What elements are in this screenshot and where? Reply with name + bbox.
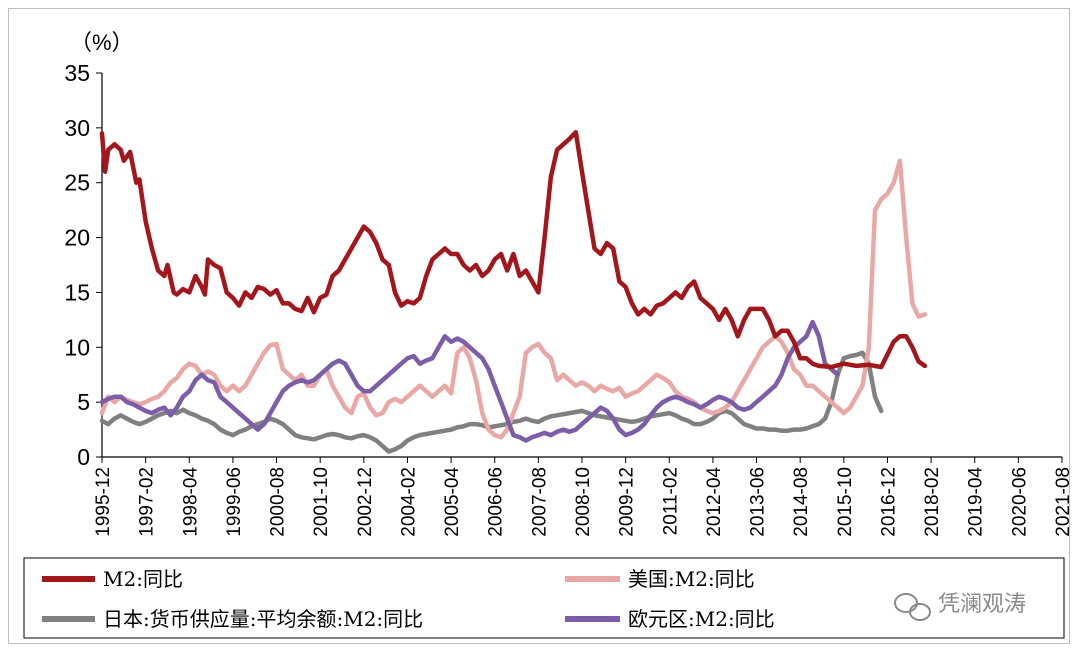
series-layer	[99, 129, 928, 454]
x-tick-label: 2008-10	[573, 467, 594, 537]
watermark: 凭澜观涛	[894, 592, 1026, 621]
x-tick-label: 2020-06	[1009, 467, 1030, 537]
y-tick-label: 30	[64, 115, 90, 141]
legend-item-us: 美国:M2:同比	[565, 567, 755, 591]
x-tick-label: 2012-04	[704, 467, 725, 537]
x-tick-label: 1998-04	[180, 467, 201, 537]
x-tick-label: 2000-08	[268, 467, 289, 537]
x-tick-label: 2013-06	[748, 467, 769, 537]
y-tick-label: 10	[64, 334, 90, 360]
watermark-text: 凭澜观涛	[938, 592, 1026, 617]
legend-label-us: 美国:M2:同比	[628, 567, 755, 591]
x-tick-label: 2006-06	[486, 467, 507, 537]
legend-label-china: M2:同比	[103, 567, 183, 591]
x-tick-label: 2018-02	[922, 467, 943, 537]
series-japan-m2	[99, 350, 884, 454]
x-tick-label: 1999-06	[224, 467, 245, 537]
y-tick-label: 0	[77, 444, 90, 470]
x-tick-label: 2016-12	[878, 467, 899, 537]
x-tick-label: 2014-08	[791, 467, 812, 537]
x-tick-label: 2001-10	[311, 467, 332, 537]
chart-frame	[8, 8, 1070, 644]
x-tick-label: 2007-08	[529, 467, 550, 537]
y-tick-label: 35	[64, 60, 90, 86]
legend: M2:同比 美国:M2:同比 日本:货币供应量:平均余额:M2:同比 欧元区:M…	[23, 557, 1065, 639]
unit-label: （%）	[70, 30, 134, 55]
wechat-icon	[894, 593, 931, 621]
series-eurozone-m2	[99, 319, 840, 443]
legend-item-eurozone: 欧元区:M2:同比	[565, 607, 775, 631]
x-tick-label: 1997-02	[137, 467, 158, 537]
x-tick-label: 2004-02	[398, 467, 419, 537]
y-tick-label: 15	[64, 279, 90, 305]
x-tick-label: 2011-02	[660, 467, 681, 535]
y-tick-label: 20	[64, 225, 90, 251]
x-tick-label: 2019-04	[966, 467, 987, 537]
legend-label-japan: 日本:货币供应量:平均余额:M2:同比	[103, 607, 423, 631]
x-tick-label: 2005-04	[442, 467, 463, 537]
series-us-m2	[99, 158, 928, 440]
axes: 0 5 10 15 20 25 30 35 1995-12 1997-02 1998-04 1999-…	[64, 60, 1074, 537]
x-tick-label: 2015-10	[835, 467, 856, 537]
x-tick-label: 2021-08	[1053, 467, 1074, 537]
x-tick-label: 2009-12	[617, 467, 638, 537]
y-tick-label: 5	[77, 389, 90, 415]
legend-item-china: M2:同比	[42, 567, 183, 591]
y-tick-label: 25	[64, 170, 90, 196]
series-china-m2	[99, 129, 928, 370]
x-tick-label: 2002-12	[355, 467, 376, 537]
legend-item-japan: 日本:货币供应量:平均余额:M2:同比	[42, 607, 423, 631]
x-tick-label: 1995-12	[93, 467, 114, 537]
legend-box	[23, 557, 1065, 639]
legend-label-eurozone: 欧元区:M2:同比	[628, 607, 775, 631]
